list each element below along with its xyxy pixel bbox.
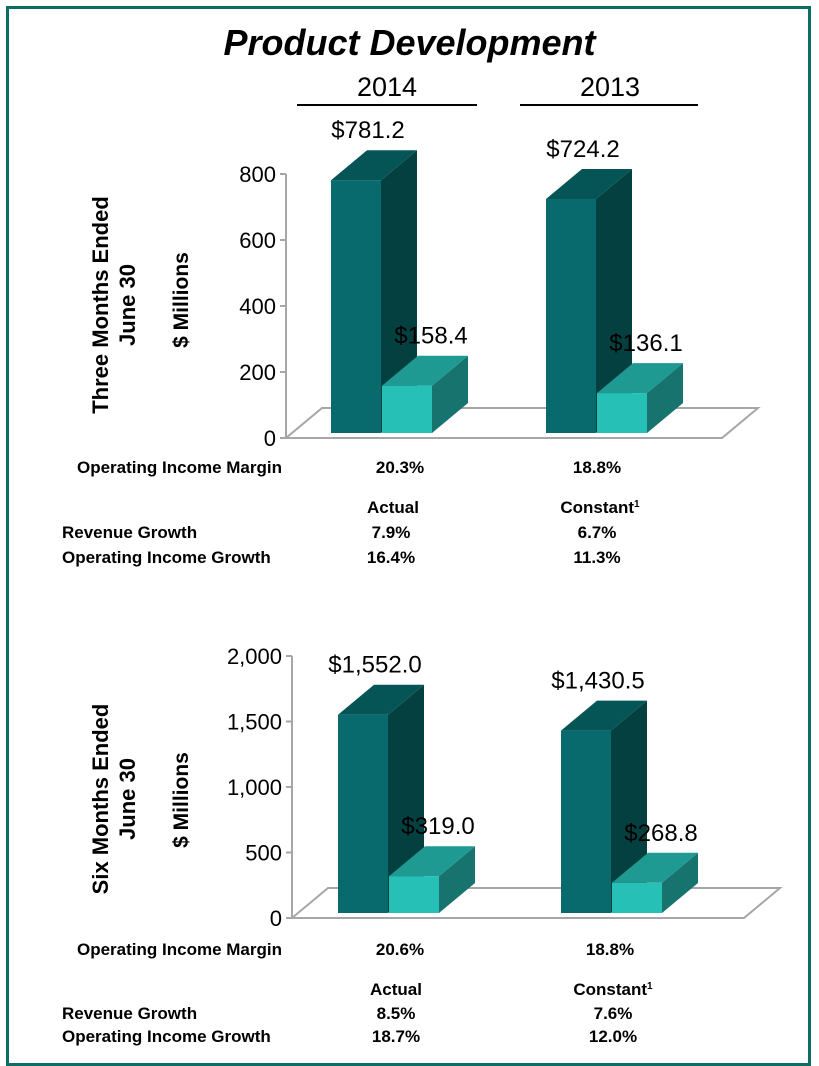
six-months-revenue-growth-actual: 8.5% (376, 1004, 416, 1023)
y-tick-label: 400 (239, 294, 276, 319)
six-months-margin-2013: 18.8% (585, 940, 635, 959)
year-header-2014: 2014 (356, 72, 418, 102)
year-header-2013: 2013 (579, 72, 641, 102)
three-months-oi-growth-constant: 11.3% (573, 548, 621, 567)
bar-2014-series-2 (389, 876, 439, 913)
y-tick-label: 800 (239, 162, 276, 187)
constant-label: Constant (573, 980, 648, 999)
three-months-margin-label: Operating Income Margin (77, 458, 282, 477)
three-months-margin-2013: 18.8% (572, 458, 622, 477)
y-tick-label: 500 (245, 841, 282, 866)
six-months-col-actual: Actual (370, 980, 422, 999)
y-tick-label: 1,000 (227, 775, 282, 800)
bar-top-face (338, 684, 424, 715)
six-months-oi-growth-constant: 12.0% (588, 1027, 638, 1046)
three-months-oi-growth-label: Operating Income Growth (62, 548, 271, 567)
y-tick-label: 1,500 (227, 710, 282, 735)
bar-side-face (611, 700, 647, 913)
y-tick-label: 0 (264, 426, 276, 451)
bar-top-face (331, 150, 417, 181)
data-label: $1,552.0 (328, 652, 421, 679)
page-title: Product Development (223, 22, 596, 63)
data-label: $268.8 (624, 820, 697, 847)
year-underline-2013 (520, 104, 698, 106)
three-months-revenue-growth-constant: 6.7% (577, 523, 617, 542)
bar-2014-series-1 (338, 714, 388, 913)
constant-label: Constant (560, 498, 635, 517)
six-months-revenue-growth-label: Revenue Growth (62, 1004, 198, 1023)
six-months-margin-2014: 20.6% (375, 940, 425, 959)
bar-2014-series-1 (331, 180, 381, 433)
y-tick-label: 200 (239, 360, 276, 385)
six-months-chart: 0 500 1,000 1,500 2,000 $1,552.0 $319.0 $1,430.… (227, 644, 783, 931)
footnote-marker: 1 (647, 981, 653, 992)
data-label: $1,430.5 (551, 668, 644, 695)
bar-top-face (561, 700, 647, 731)
data-label: $724.2 (546, 136, 619, 163)
three-months-chart: 0 200 400 600 800 $781.2 $158.4 $724.2 $136.1 (239, 117, 761, 451)
bar-top-face (612, 852, 698, 883)
three-months-revenue-growth-label: Revenue Growth (62, 523, 198, 542)
y-tick-label: 600 (239, 228, 276, 253)
bar-side-face (381, 150, 417, 434)
six-months-oi-growth-label: Operating Income Growth (62, 1027, 271, 1046)
data-label: $319.0 (401, 813, 474, 840)
footnote-marker: 1 (634, 499, 640, 510)
bar-top-face (597, 363, 683, 394)
bar-top-face (546, 169, 632, 200)
three-months-oi-growth-actual: 16.4% (366, 548, 416, 567)
bar-side-face (647, 363, 683, 433)
bar-2013-series-1 (546, 199, 596, 433)
bar-top-face (382, 355, 468, 386)
three-months-col-actual: Actual (367, 498, 419, 517)
three-months-col-constant: Constant1 (540, 498, 660, 518)
bar-2014-series-2 (382, 385, 432, 433)
three-months-revenue-growth-actual: 7.9% (371, 523, 411, 542)
six-months-margin-label: Operating Income Margin (77, 940, 282, 959)
bar-side-face (432, 355, 468, 433)
bar-top-face (389, 846, 475, 877)
y-tick-label: 0 (270, 906, 282, 931)
bar-side-face (596, 169, 632, 433)
bar-2013-series-2 (612, 882, 662, 913)
six-months-col-constant: Constant1 (553, 980, 673, 1000)
six-months-revenue-growth-constant: 7.6% (593, 1004, 633, 1023)
year-underline-2014 (297, 104, 477, 106)
bar-side-face (439, 846, 475, 913)
six-months-oi-growth-actual: 18.7% (371, 1027, 421, 1046)
data-label: $158.4 (394, 323, 467, 350)
y-tick-label: 2,000 (227, 644, 282, 669)
bar-2013-series-1 (561, 730, 611, 913)
bar-side-face (662, 852, 698, 913)
three-months-margin-2014: 20.3% (375, 458, 425, 477)
data-label: $781.2 (331, 117, 404, 144)
bar-2013-series-2 (597, 393, 647, 433)
data-label: $136.1 (609, 330, 682, 357)
